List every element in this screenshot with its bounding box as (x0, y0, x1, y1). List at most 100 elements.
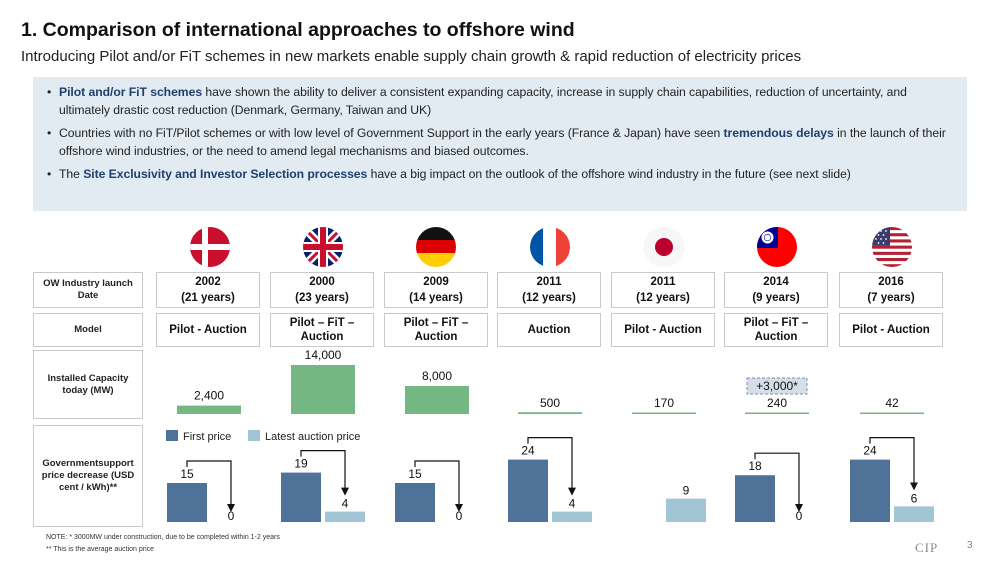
latest-price-bar-japan (666, 498, 706, 522)
first-price-label-denmark: 15 (180, 467, 194, 481)
latest-price-bar-uk (325, 511, 365, 522)
launch-date-cell-france: 2011 (12 years) (497, 272, 601, 308)
launch-years-ago: (21 years) (181, 292, 235, 304)
capacity-bar-germany (405, 386, 469, 414)
bullet-text: The (59, 167, 84, 181)
first-price-bar-denmark (167, 483, 207, 522)
latest-price-label-taiwan: 0 (796, 509, 803, 523)
launch-date-cell-germany: 2009 (14 years) (384, 272, 488, 308)
model-cell-denmark: Pilot - Auction (156, 313, 260, 347)
bullet-no-fit: Countries with no FiT/Pilot schemes or w… (47, 124, 955, 160)
model-cell-germany: Pilot – FiT – Auction (384, 313, 488, 347)
first-price-bar-germany (395, 483, 435, 522)
launch-year: 2009 (423, 276, 449, 288)
launch-years-ago: (14 years) (409, 292, 463, 304)
first-price-label-france: 24 (521, 444, 535, 458)
legend-label-first-price: First price (183, 431, 231, 443)
latest-price-bar-usa (894, 506, 934, 522)
launch-years-ago: (12 years) (522, 292, 576, 304)
price-decrease-arrow-usa (869, 437, 918, 491)
bullet-site-exclusivity: The Site Exclusivity and Investor Select… (47, 165, 955, 183)
launch-year: 2011 (536, 276, 562, 288)
latest-price-label-uk: 4 (342, 497, 349, 511)
bullet-text: have a big impact on the outlook of the … (367, 167, 851, 181)
launch-date-cell-japan: 2011 (12 years) (611, 272, 715, 308)
model-cell-france: Auction (497, 313, 601, 347)
capacity-label-uk: 14,000 (305, 348, 342, 362)
first-price-label-usa: 24 (863, 444, 877, 458)
usa-flag-icon (872, 227, 912, 267)
capacity-bar-denmark (177, 405, 241, 414)
launch-year: 2002 (195, 276, 221, 288)
bullet-highlight: tremendous delays (723, 126, 834, 140)
page-number: 3 (967, 540, 973, 551)
japan-flag-icon (644, 227, 684, 267)
first-price-label-taiwan: 18 (748, 459, 762, 473)
capacity-bar-usa (860, 412, 924, 414)
row-label-government-support: Governmentsupport price decrease (USD ce… (33, 425, 143, 527)
page-subtitle: Introducing Pilot and/or FiT schemes in … (21, 48, 802, 65)
launch-year: 2000 (309, 276, 335, 288)
legend-label-latest-price: Latest auction price (265, 431, 360, 443)
launch-years-ago: (7 years) (867, 292, 915, 304)
launch-date-cell-taiwan: 2014 (9 years) (724, 272, 828, 308)
bullet-pilot-fit: Pilot and/or FiT schemes have shown the … (47, 83, 955, 119)
first-price-bar-usa (850, 459, 890, 522)
model-cell-usa: Pilot - Auction (839, 313, 943, 347)
price-decrease-arrow-france (527, 437, 576, 496)
launch-years-ago: (12 years) (636, 292, 690, 304)
germany-flag-icon (416, 227, 456, 267)
footnote-construction: NOTE: * 3000MW under construction, due t… (46, 534, 280, 541)
first-price-bar-taiwan (735, 475, 775, 522)
price-decrease-arrow-denmark (186, 460, 235, 512)
bullet-text: in the launch of their offshore wind ind… (59, 126, 946, 158)
launch-year: 2016 (878, 276, 904, 288)
page-title: 1. Comparison of international approache… (21, 19, 575, 41)
first-price-label-uk: 19 (294, 457, 308, 471)
row-label-launch-date: OW Industry launch Date (33, 272, 143, 308)
model-cell-taiwan: Pilot – FiT – Auction (724, 313, 828, 347)
footnote-average-price: ** This is the average auction price (46, 546, 155, 553)
capacity-label-japan: 170 (654, 396, 674, 410)
capacity-annotation-text: +3,000* (756, 379, 798, 393)
legend-swatch-first-price (166, 430, 178, 441)
france-flag-icon (530, 227, 570, 267)
capacity-chart: 2,400 14,000 8,000 500 170 240 42 +3,000* (177, 348, 924, 414)
capacity-bar-japan (632, 412, 696, 414)
bullet-highlight: Site Exclusivity and Investor Selection … (83, 167, 368, 181)
price-decrease-arrow-taiwan (754, 452, 803, 512)
first-price-label-germany: 15 (408, 467, 422, 481)
capacity-label-usa: 42 (885, 396, 899, 410)
row-label-model: Model (33, 313, 143, 347)
key-points-box: Pilot and/or FiT schemes have shown the … (33, 77, 967, 211)
denmark-flag-icon (190, 227, 230, 267)
capacity-label-germany: 8,000 (422, 369, 452, 383)
capacity-bar-france (518, 412, 582, 414)
row-label-installed-capacity: Installed Capacity today (MW) (33, 350, 143, 419)
latest-price-label-japan: 9 (683, 484, 690, 498)
latest-price-label-france: 4 (569, 497, 576, 511)
capacity-bar-taiwan (745, 412, 809, 414)
latest-price-bar-france (552, 511, 592, 522)
capacity-label-taiwan: 240 (767, 396, 787, 410)
bullet-text: have shown the ability to deliver a cons… (59, 85, 907, 117)
bullet-text: Countries with no FiT/Pilot schemes or w… (59, 126, 724, 140)
capacity-bar-uk (291, 365, 355, 414)
first-price-bar-france (508, 459, 548, 522)
capacity-label-france: 500 (540, 396, 560, 410)
price-decrease-arrow-uk (300, 450, 349, 496)
company-logo: CIP (915, 540, 939, 555)
capacity-annotation-box (746, 377, 808, 395)
latest-price-label-denmark: 0 (228, 509, 235, 523)
model-cell-uk: Pilot – FiT – Auction (270, 313, 374, 347)
capacity-label-denmark: 2,400 (194, 389, 224, 403)
legend-swatch-latest-price (248, 430, 260, 441)
launch-date-cell-usa: 2016 (7 years) (839, 272, 943, 308)
latest-price-label-germany: 0 (456, 509, 463, 523)
launch-year: 2011 (650, 276, 676, 288)
first-price-bar-uk (281, 472, 321, 522)
latest-price-label-usa: 6 (911, 491, 918, 505)
launch-years-ago: (23 years) (295, 292, 349, 304)
launch-year: 2014 (763, 276, 789, 288)
